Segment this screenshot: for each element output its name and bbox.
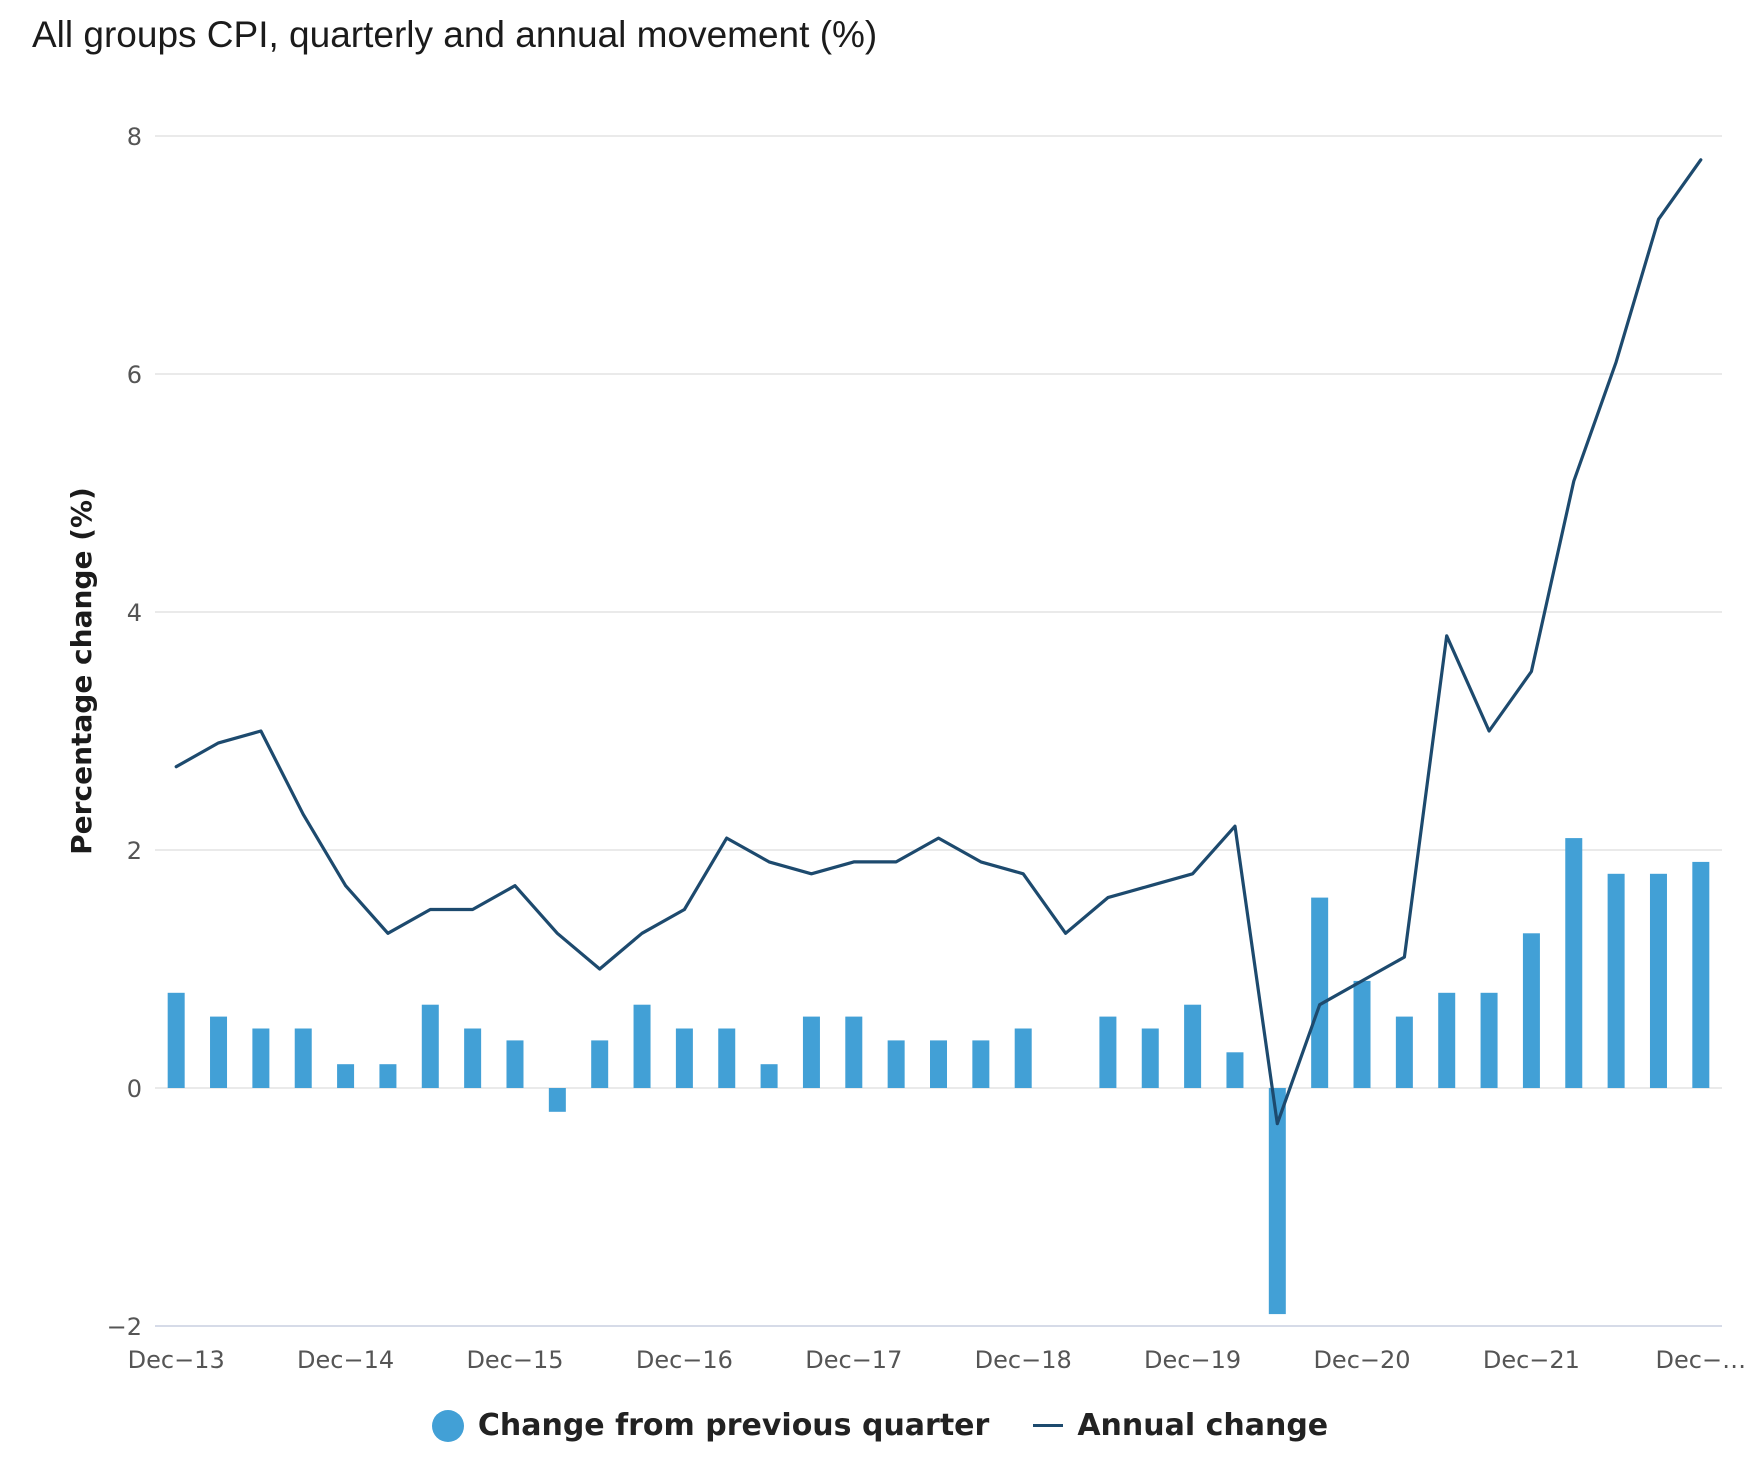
legend-line-icon [1033, 1424, 1064, 1427]
legend-label-quarterly: Change from previous quarter [477, 1408, 990, 1443]
bar-quarterly-change[interactable] [1607, 873, 1625, 1088]
bar-quarterly-change[interactable] [675, 1028, 693, 1089]
bar-quarterly-change[interactable] [1395, 1016, 1413, 1088]
bar-quarterly-change[interactable] [1522, 933, 1540, 1088]
bar-quarterly-change[interactable] [464, 1028, 482, 1089]
legend: Change from previous quarter Annual chan… [0, 1408, 1760, 1443]
x-tick-label: Dec−20 [1313, 1346, 1410, 1374]
bar-quarterly-change[interactable] [1141, 1028, 1159, 1089]
bar-quarterly-change[interactable] [718, 1028, 736, 1089]
bar-quarterly-change[interactable] [210, 1016, 228, 1088]
y-tick-label: 8 [127, 123, 142, 151]
bar-quarterly-change[interactable] [1649, 873, 1667, 1088]
bar-quarterly-change[interactable] [1438, 992, 1456, 1088]
bar-quarterly-change[interactable] [421, 1004, 439, 1088]
bar-quarterly-change[interactable] [548, 1088, 566, 1112]
bar-quarterly-change[interactable] [379, 1064, 397, 1088]
bar-quarterly-change[interactable] [506, 1040, 524, 1088]
bar-quarterly-change[interactable] [1565, 838, 1583, 1088]
x-tick-label: Dec−… [1656, 1346, 1747, 1374]
chart-title: All groups CPI, quarterly and annual mov… [32, 14, 878, 55]
bar-quarterly-change[interactable] [1184, 1004, 1202, 1088]
y-tick-label: 4 [127, 599, 142, 627]
bar-quarterly-change[interactable] [633, 1004, 651, 1088]
legend-item-annual[interactable]: Annual change [1033, 1408, 1328, 1443]
y-tick-label: −2 [107, 1313, 142, 1341]
bar-quarterly-change[interactable] [802, 1016, 820, 1088]
x-tick-label: Dec−19 [1144, 1346, 1241, 1374]
bar-quarterly-change[interactable] [252, 1028, 270, 1089]
bar-quarterly-change[interactable] [167, 992, 185, 1088]
bar-quarterly-change[interactable] [1311, 897, 1329, 1088]
bar-quarterly-change[interactable] [337, 1064, 355, 1088]
bar-quarterly-change[interactable] [930, 1040, 947, 1088]
bar-quarterly-change[interactable] [1268, 1088, 1286, 1315]
x-tick-label: Dec−16 [636, 1346, 733, 1374]
annual-change-line[interactable] [174, 158, 1703, 1126]
y-axis-title: Percentage change (%) [65, 487, 98, 855]
legend-item-quarterly[interactable]: Change from previous quarter [431, 1408, 990, 1443]
bar-quarterly-change[interactable] [972, 1040, 990, 1088]
bar-quarterly-change[interactable] [1014, 1028, 1032, 1089]
legend-circle-icon [431, 1409, 464, 1442]
x-tick-label: Dec−17 [805, 1346, 902, 1374]
bar-quarterly-change[interactable] [845, 1016, 863, 1088]
annual-change-line-group [174, 158, 1703, 1126]
quarterly-change-bars [167, 838, 1710, 1315]
bar-quarterly-change[interactable] [1480, 992, 1498, 1088]
x-axis-ticks: Dec−13 Dec−14 Dec−15 Dec−16 Dec−17 Dec−18 Dec−… [128, 1346, 1746, 1374]
bar-quarterly-change[interactable] [887, 1040, 905, 1088]
x-tick-label: Dec−14 [297, 1346, 394, 1374]
x-tick-label: Dec−15 [466, 1346, 563, 1374]
bar-quarterly-change[interactable] [1353, 980, 1371, 1088]
legend-label-annual: Annual change [1077, 1408, 1329, 1443]
x-tick-label: Dec−13 [128, 1346, 225, 1374]
y-tick-label: 2 [127, 837, 142, 865]
y-tick-label: 0 [127, 1075, 142, 1103]
gridlines [155, 135, 1722, 1327]
bar-quarterly-change[interactable] [1226, 1052, 1244, 1088]
bar-quarterly-change[interactable] [760, 1064, 778, 1088]
bar-quarterly-change[interactable] [294, 1028, 312, 1089]
y-axis-ticks: −2 0 2 4 6 8 [107, 123, 142, 1341]
x-tick-label: Dec−18 [975, 1346, 1072, 1374]
x-tick-label: Dec−21 [1483, 1346, 1580, 1374]
y-tick-label: 6 [127, 361, 142, 389]
bar-quarterly-change[interactable] [591, 1040, 609, 1088]
bar-quarterly-change[interactable] [1692, 861, 1710, 1088]
bar-quarterly-change[interactable] [1099, 1016, 1117, 1088]
